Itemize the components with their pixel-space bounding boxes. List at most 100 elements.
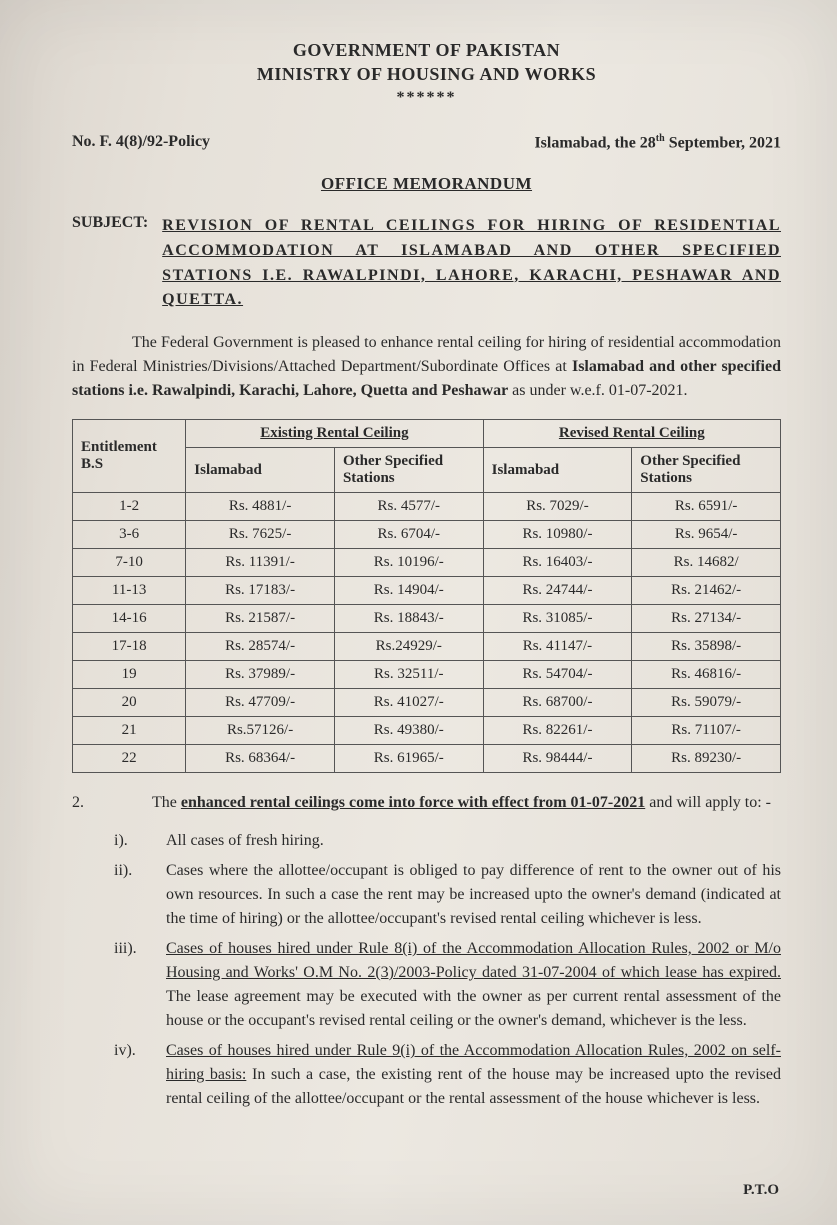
cell-bs: 7-10 <box>73 549 186 577</box>
para2-post: and will apply to: - <box>645 794 771 811</box>
cell-existing-islamabad: Rs. 28574/- <box>186 633 335 661</box>
cell-existing-other: Rs. 61965/- <box>334 745 483 773</box>
pto-marker: P.T.O <box>743 1182 779 1199</box>
table-row: 17-18Rs. 28574/-Rs.24929/-Rs. 41147/-Rs.… <box>73 633 781 661</box>
list-text: The lease agreement may be executed with… <box>166 988 781 1029</box>
list-body: Cases where the allottee/occupant is obl… <box>166 859 781 931</box>
table-row: 21Rs.57126/-Rs. 49380/-Rs. 82261/-Rs. 71… <box>73 717 781 745</box>
intro-post: as under w.e.f. 01-07-2021. <box>508 382 687 399</box>
cell-bs: 20 <box>73 689 186 717</box>
cell-existing-islamabad: Rs.57126/- <box>186 717 335 745</box>
cell-existing-islamabad: Rs. 21587/- <box>186 605 335 633</box>
reference-row: No. F. 4(8)/92-Policy Islamabad, the 28t… <box>72 133 781 152</box>
cell-existing-other: Rs. 14904/- <box>334 577 483 605</box>
th-existing-other: Other Specified Stations <box>334 448 483 493</box>
cell-bs: 19 <box>73 661 186 689</box>
list-marker: i). <box>114 829 148 853</box>
cell-revised-other: Rs. 59079/- <box>632 689 781 717</box>
intro-paragraph: The Federal Government is pleased to enh… <box>72 331 781 403</box>
cell-revised-other: Rs. 6591/- <box>632 493 781 521</box>
table-row: 1-2Rs. 4881/-Rs. 4577/-Rs. 7029/-Rs. 659… <box>73 493 781 521</box>
cell-revised-islamabad: Rs. 82261/- <box>483 717 632 745</box>
cell-existing-other: Rs. 41027/- <box>334 689 483 717</box>
table-row: 7-10Rs. 11391/-Rs. 10196/-Rs. 16403/-Rs.… <box>73 549 781 577</box>
cell-revised-islamabad: Rs. 16403/- <box>483 549 632 577</box>
reference-date: Islamabad, the 28th September, 2021 <box>534 133 781 152</box>
cell-revised-islamabad: Rs. 54704/- <box>483 661 632 689</box>
cell-existing-other: Rs. 6704/- <box>334 521 483 549</box>
th-existing: Existing Rental Ceiling <box>186 420 483 448</box>
cell-revised-other: Rs. 89230/- <box>632 745 781 773</box>
cell-revised-islamabad: Rs. 24744/- <box>483 577 632 605</box>
date-suffix: September, 2021 <box>665 134 781 151</box>
table-head: Entitlement B.S Existing Rental Ceiling … <box>73 420 781 493</box>
table-row: 22Rs. 68364/-Rs. 61965/-Rs. 98444/-Rs. 8… <box>73 745 781 773</box>
th-revised: Revised Rental Ceiling <box>483 420 780 448</box>
cell-existing-islamabad: Rs. 17183/- <box>186 577 335 605</box>
table-row: 3-6Rs. 7625/-Rs. 6704/-Rs. 10980/-Rs. 96… <box>73 521 781 549</box>
paragraph-2: 2.The enhanced rental ceilings come into… <box>72 791 781 815</box>
list-item: iv). Cases of houses hired under Rule 9(i… <box>114 1039 781 1111</box>
cell-existing-other: Rs. 4577/- <box>334 493 483 521</box>
table-body: 1-2Rs. 4881/-Rs. 4577/-Rs. 7029/-Rs. 659… <box>73 493 781 773</box>
th-existing-islamabad: Islamabad <box>186 448 335 493</box>
table-row: 14-16Rs. 21587/-Rs. 18843/-Rs. 31085/-Rs… <box>73 605 781 633</box>
cell-bs: 3-6 <box>73 521 186 549</box>
list-body: All cases of fresh hiring. <box>166 829 781 853</box>
cell-existing-other: Rs. 18843/- <box>334 605 483 633</box>
cell-existing-islamabad: Rs. 37989/- <box>186 661 335 689</box>
cell-revised-other: Rs. 9654/- <box>632 521 781 549</box>
cell-revised-islamabad: Rs. 31085/- <box>483 605 632 633</box>
cell-existing-islamabad: Rs. 4881/- <box>186 493 335 521</box>
list-text: Cases where the allottee/occupant is obl… <box>166 862 781 927</box>
cell-revised-islamabad: Rs. 98444/- <box>483 745 632 773</box>
gov-header-line1: GOVERNMENT OF PAKISTAN <box>72 38 781 62</box>
para2-underline: enhanced rental ceilings come into force… <box>181 794 645 811</box>
cell-revised-other: Rs. 35898/- <box>632 633 781 661</box>
th-revised-islamabad: Islamabad <box>483 448 632 493</box>
header-stars: ****** <box>72 89 781 107</box>
memo-title: OFFICE MEMORANDUM <box>72 174 781 194</box>
cell-revised-islamabad: Rs. 41147/- <box>483 633 632 661</box>
cell-revised-other: Rs. 71107/- <box>632 717 781 745</box>
cell-existing-islamabad: Rs. 47709/- <box>186 689 335 717</box>
document-page: GOVERNMENT OF PAKISTAN MINISTRY OF HOUSI… <box>0 0 837 1225</box>
list-marker: iii). <box>114 937 148 1033</box>
list-underline: Cases of houses hired under Rule 8(i) of… <box>166 940 781 981</box>
cell-existing-other: Rs. 10196/- <box>334 549 483 577</box>
cell-revised-islamabad: Rs. 10980/- <box>483 521 632 549</box>
para2-pre: The <box>152 794 181 811</box>
list-item: i). All cases of fresh hiring. <box>114 829 781 853</box>
cell-revised-islamabad: Rs. 7029/- <box>483 493 632 521</box>
table-row: 20Rs. 47709/-Rs. 41027/-Rs. 68700/-Rs. 5… <box>73 689 781 717</box>
cell-revised-other: Rs. 27134/- <box>632 605 781 633</box>
table-row: 11-13Rs. 17183/-Rs. 14904/-Rs. 24744/-Rs… <box>73 577 781 605</box>
cell-revised-islamabad: Rs. 68700/- <box>483 689 632 717</box>
date-ordinal: th <box>656 133 665 144</box>
rental-ceiling-table: Entitlement B.S Existing Rental Ceiling … <box>72 419 781 773</box>
cell-existing-islamabad: Rs. 11391/- <box>186 549 335 577</box>
list-body: Cases of houses hired under Rule 8(i) of… <box>166 937 781 1033</box>
cell-bs: 14-16 <box>73 605 186 633</box>
gov-header-line2: MINISTRY OF HOUSING AND WORKS <box>72 62 781 86</box>
subject-label: SUBJECT: <box>72 214 148 313</box>
table-row: 19Rs. 37989/-Rs. 32511/-Rs. 54704/-Rs. 4… <box>73 661 781 689</box>
list-text: All cases of fresh hiring. <box>166 832 324 849</box>
cell-revised-other: Rs. 14682/ <box>632 549 781 577</box>
cell-existing-other: Rs. 32511/- <box>334 661 483 689</box>
reference-number: No. F. 4(8)/92-Policy <box>72 133 210 152</box>
th-entitlement: Entitlement B.S <box>73 420 186 493</box>
subject-text: REVISION OF RENTAL CEILINGS FOR HIRING O… <box>162 214 781 313</box>
list-text: In such a case, the existing rent of the… <box>166 1066 781 1107</box>
cell-existing-other: Rs. 49380/- <box>334 717 483 745</box>
subject-block: SUBJECT: REVISION OF RENTAL CEILINGS FOR… <box>72 214 781 313</box>
cell-revised-other: Rs. 21462/- <box>632 577 781 605</box>
list-item: iii). Cases of houses hired under Rule 8(… <box>114 937 781 1033</box>
cell-bs: 11-13 <box>73 577 186 605</box>
cell-bs: 21 <box>73 717 186 745</box>
list-marker: iv). <box>114 1039 148 1111</box>
list-body: Cases of houses hired under Rule 9(i) of… <box>166 1039 781 1111</box>
th-revised-other: Other Specified Stations <box>632 448 781 493</box>
cell-existing-islamabad: Rs. 68364/- <box>186 745 335 773</box>
cell-bs: 17-18 <box>73 633 186 661</box>
